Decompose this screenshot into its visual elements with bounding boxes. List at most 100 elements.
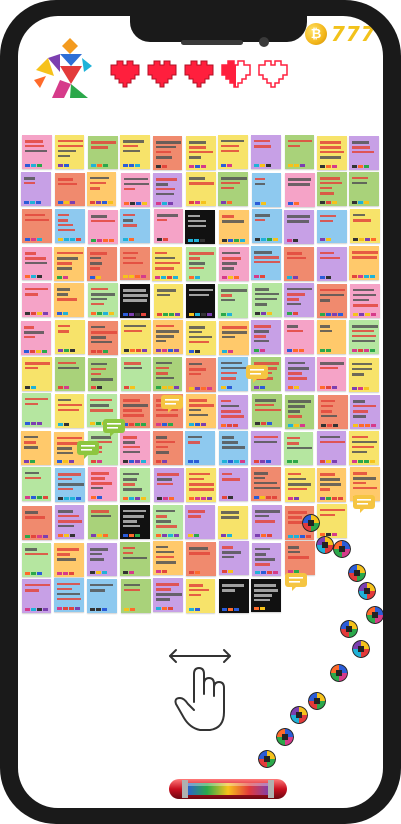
sticky-note[interactable] <box>185 135 216 170</box>
sticky-note[interactable] <box>250 430 281 465</box>
sticky-note[interactable] <box>120 467 151 502</box>
sticky-note[interactable] <box>283 247 314 282</box>
sticky-note[interactable] <box>120 172 151 207</box>
sticky-note[interactable] <box>284 210 315 244</box>
sticky-note[interactable] <box>316 357 347 391</box>
sticky-note[interactable] <box>22 246 53 281</box>
sticky-note[interactable] <box>185 468 216 503</box>
sticky-note[interactable] <box>152 356 183 391</box>
sticky-note[interactable] <box>21 320 51 355</box>
sticky-note[interactable] <box>120 430 151 465</box>
sticky-note[interactable] <box>251 172 282 207</box>
sticky-note[interactable] <box>153 467 184 502</box>
sticky-note[interactable] <box>119 542 150 577</box>
sticky-note[interactable] <box>218 356 248 391</box>
chat-bubble-icon[interactable] <box>284 572 308 592</box>
sticky-note[interactable] <box>218 283 249 318</box>
sticky-note[interactable] <box>219 209 250 244</box>
sticky-note[interactable] <box>153 541 183 576</box>
sticky-note[interactable] <box>218 394 248 429</box>
sticky-note[interactable] <box>152 247 183 282</box>
sticky-note[interactable] <box>120 357 151 392</box>
sticky-note[interactable] <box>252 504 282 539</box>
sticky-note[interactable] <box>316 467 347 502</box>
sticky-note[interactable] <box>120 135 150 170</box>
sticky-note[interactable] <box>218 431 249 466</box>
sticky-note[interactable] <box>350 283 381 318</box>
sticky-note[interactable] <box>218 467 249 502</box>
sticky-note[interactable] <box>21 172 52 207</box>
sticky-note[interactable] <box>86 542 117 577</box>
sticky-note[interactable] <box>316 320 347 355</box>
sticky-note[interactable] <box>250 135 281 169</box>
sticky-note[interactable] <box>153 208 184 243</box>
sticky-note[interactable] <box>152 430 183 465</box>
sticky-note[interactable] <box>153 319 183 354</box>
sticky-note[interactable] <box>21 135 52 170</box>
chat-bubble-icon[interactable] <box>102 418 126 438</box>
sticky-note[interactable] <box>185 209 216 244</box>
chat-bubble-icon[interactable] <box>352 494 376 514</box>
sticky-note[interactable] <box>219 246 249 281</box>
sticky-note[interactable] <box>218 171 249 206</box>
sticky-note[interactable] <box>87 357 118 392</box>
sticky-note[interactable] <box>185 541 216 576</box>
sticky-note[interactable] <box>119 283 150 318</box>
sticky-note[interactable] <box>21 283 52 318</box>
sticky-note[interactable] <box>317 246 347 281</box>
sticky-note[interactable] <box>283 431 314 466</box>
sticky-note[interactable] <box>350 209 381 244</box>
sticky-note[interactable] <box>251 246 282 280</box>
sticky-note[interactable] <box>87 320 118 355</box>
sticky-note[interactable] <box>317 209 347 244</box>
sticky-note[interactable] <box>186 320 217 355</box>
chat-bubble-icon[interactable] <box>76 440 100 460</box>
sticky-note[interactable] <box>349 320 380 354</box>
sticky-note[interactable] <box>54 356 85 391</box>
sticky-note[interactable] <box>185 430 215 465</box>
sticky-note[interactable] <box>21 209 52 244</box>
sticky-note[interactable] <box>218 541 249 576</box>
chat-bubble-icon[interactable] <box>245 364 269 384</box>
sticky-note[interactable] <box>284 394 315 429</box>
sticky-note[interactable] <box>284 282 314 317</box>
sticky-note[interactable] <box>153 504 183 539</box>
sticky-note[interactable] <box>316 283 347 318</box>
sticky-note[interactable] <box>185 504 215 539</box>
sticky-note[interactable] <box>88 505 118 540</box>
sticky-note[interactable] <box>54 283 84 318</box>
sticky-note[interactable] <box>349 431 380 466</box>
sticky-note[interactable] <box>251 319 281 354</box>
sticky-note[interactable] <box>22 356 52 391</box>
sticky-note[interactable] <box>152 173 183 208</box>
sticky-note[interactable] <box>284 468 315 502</box>
sticky-note[interactable] <box>119 504 150 539</box>
sticky-note[interactable] <box>186 246 217 281</box>
sticky-note[interactable] <box>87 467 118 502</box>
sticky-note[interactable] <box>284 541 315 576</box>
sticky-note[interactable] <box>87 135 118 170</box>
sticky-note[interactable] <box>21 578 52 613</box>
sticky-note[interactable] <box>21 430 51 465</box>
sticky-note[interactable] <box>317 504 348 539</box>
sticky-note[interactable] <box>21 505 52 540</box>
sticky-note[interactable] <box>153 283 184 318</box>
sticky-note[interactable] <box>87 283 118 318</box>
sticky-note[interactable] <box>21 393 52 428</box>
sticky-note[interactable] <box>186 358 217 392</box>
sticky-note[interactable] <box>120 319 151 354</box>
sticky-note[interactable] <box>54 247 85 281</box>
sticky-note[interactable] <box>316 430 347 465</box>
sticky-note[interactable] <box>87 210 118 245</box>
sticky-note[interactable] <box>284 173 315 208</box>
sticky-note[interactable] <box>152 136 183 171</box>
sticky-note[interactable] <box>251 578 282 613</box>
sticky-note[interactable] <box>317 172 348 207</box>
sticky-note[interactable] <box>349 136 380 171</box>
sticky-note[interactable] <box>21 467 52 502</box>
chat-bubble-icon[interactable] <box>160 394 184 414</box>
sticky-note[interactable] <box>317 394 348 429</box>
sticky-note[interactable] <box>54 467 85 502</box>
sticky-note[interactable] <box>153 578 184 613</box>
sticky-note[interactable] <box>86 578 117 613</box>
